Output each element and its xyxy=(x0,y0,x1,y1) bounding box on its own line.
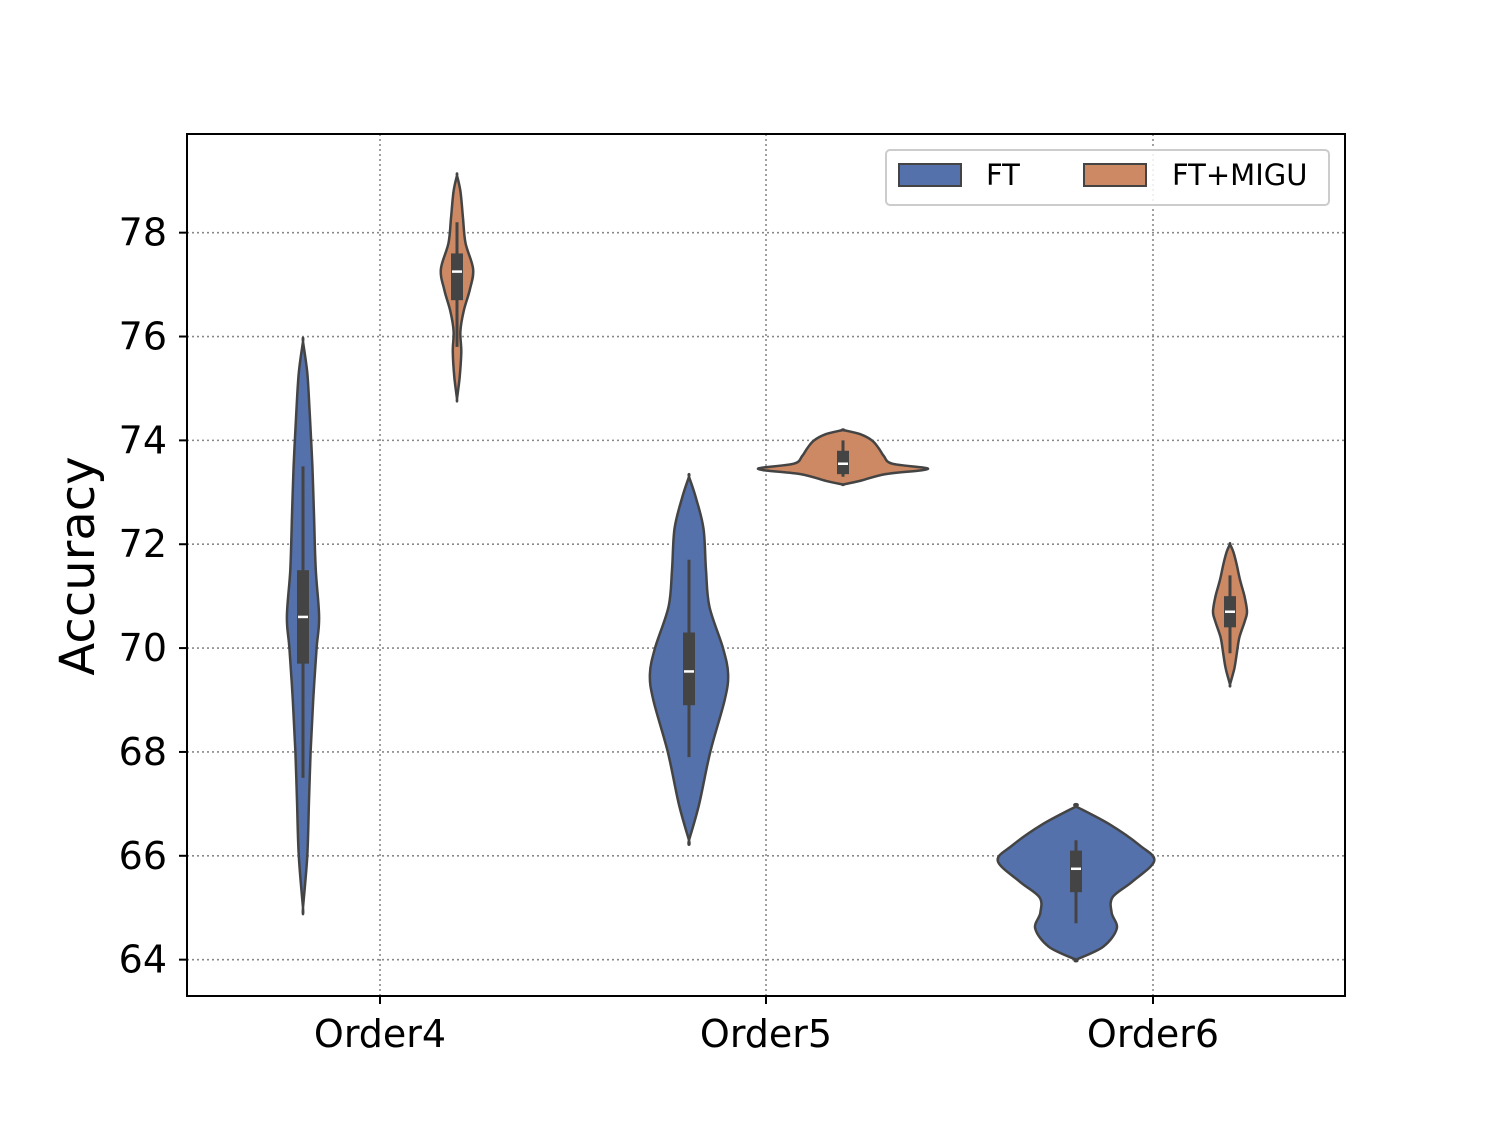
violin-ft-migu-order5 xyxy=(756,428,930,487)
x-tick-label: Order4 xyxy=(314,1012,446,1056)
legend-swatch-ft xyxy=(898,163,962,187)
violin-ft-migu-order6 xyxy=(1211,541,1249,688)
y-axis-label: Accuracy xyxy=(50,456,106,675)
y-tick-label: 76 xyxy=(119,315,167,359)
legend-swatch-ft-migu xyxy=(1083,163,1147,187)
violin-ft-order6 xyxy=(996,802,1156,963)
y-tick-label: 74 xyxy=(119,418,167,462)
legend-label-ft: FT xyxy=(986,158,1020,192)
legend-label-ft-migu: FT+MIGU xyxy=(1172,158,1307,192)
y-tick-label: 66 xyxy=(119,834,167,878)
y-tick-label: 70 xyxy=(119,626,167,670)
y-tick-label: 64 xyxy=(119,938,167,982)
y-tick-label: 72 xyxy=(119,522,167,566)
y-axis-ticks: 64 66 68 70 72 74 76 78 xyxy=(119,211,187,982)
violin-iqr-box xyxy=(683,632,695,706)
y-tick-label: 78 xyxy=(119,211,167,255)
violin-ft-order5 xyxy=(648,472,730,847)
x-axis-ticks: Order4 Order5 Order6 xyxy=(314,996,1219,1056)
violin-iqr-box xyxy=(837,450,849,475)
y-tick-label: 68 xyxy=(119,730,167,774)
x-tick-label: Order6 xyxy=(1087,1012,1219,1056)
legend: FT FT+MIGU xyxy=(885,149,1330,206)
violins-layer xyxy=(285,172,1249,963)
violin-iqr-box xyxy=(451,253,463,301)
x-tick-label: Order5 xyxy=(700,1012,832,1056)
violin-ft-migu-order4 xyxy=(439,172,475,403)
violin-iqr-box xyxy=(1070,850,1082,893)
violin-ft-order4 xyxy=(285,336,321,916)
